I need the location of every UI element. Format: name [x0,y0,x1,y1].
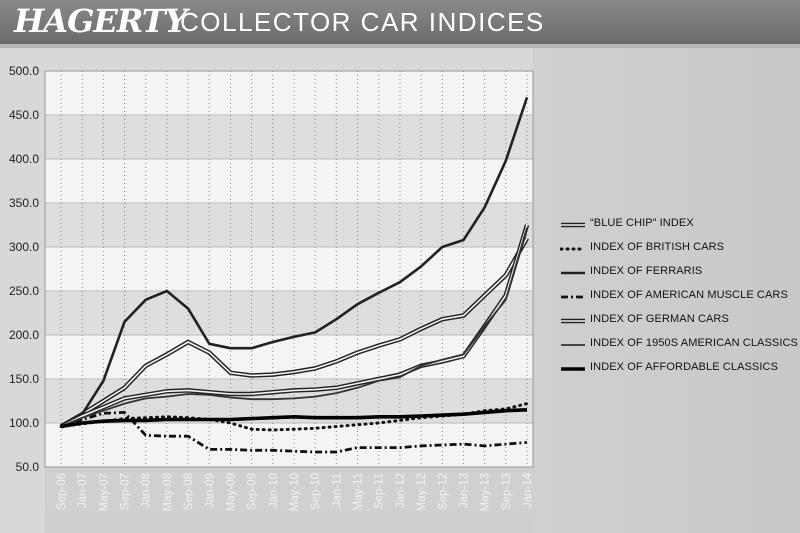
legend-item: INDEX OF GERMAN CARS [560,313,800,329]
series-line-6 [60,408,528,429]
x-tick-label: Sep-13 [501,473,513,510]
legend-label: INDEX OF 1950S AMERICAN CLASSICS [590,337,798,349]
x-tick-label: Jan-11 [331,473,343,507]
legend-item: INDEX OF BRITISH CARS [560,241,800,257]
x-tick-label: May-11 [353,473,365,511]
series-line-2 [60,96,529,428]
x-tick-label: May-09 [225,473,237,511]
x-tick-label: Sep-11 [374,473,386,509]
brand-logo: HAGERTY [14,2,187,40]
y-tick-label: 100.0 [9,416,39,430]
x-tick-label: Sep-08 [183,473,195,510]
y-tick-label: 350.0 [9,196,39,210]
legend-swatch [561,318,585,324]
legend-item: INDEX OF 1950S AMERICAN CLASSICS [560,337,800,353]
x-tick-label: May-10 [289,473,301,511]
y-tick-label: 500.0 [9,64,39,78]
x-tick-label: Sep-12 [437,473,449,510]
x-tick-label: Sep-06 [56,473,68,510]
legend-swatch [561,222,585,228]
y-tick-label: 450.0 [9,108,39,122]
band-1 [45,291,533,335]
legend-swatch [561,295,585,299]
y-tick-label: 400.0 [9,152,39,166]
band-3 [45,115,533,159]
chart-title: COLLECTOR CAR INDICES [180,7,545,37]
x-tick-label: Jan-13 [458,473,470,508]
x-tick-label: Jan-10 [268,473,280,508]
x-tick-label: May-07 [98,473,110,511]
legend-panel [533,48,800,533]
band-2 [45,203,533,247]
header-bar: HAGERTY COLLECTOR CAR INDICES [0,0,800,48]
legend-label: INDEX OF AMERICAN MUSCLE CARS [590,289,788,301]
x-tick-label: Sep-10 [310,473,322,510]
series-line-5 [60,227,528,428]
x-tick-label: Jan-14 [522,472,534,508]
x-tick-label: May-12 [416,473,428,511]
legend-swatch [561,367,585,371]
y-axis-panel [0,48,45,533]
x-tick-label: Sep-09 [247,473,259,510]
series-line-0 [60,237,528,428]
y-tick-label: 300.0 [9,240,39,254]
x-tick-label: Jan-08 [141,473,153,508]
legend-label: “BLUE CHIP” INDEX [590,217,694,229]
x-tick-label: May-13 [480,473,492,511]
y-tick-label: 150.0 [9,372,39,386]
legend-swatch [560,247,586,251]
x-tick-label: Jan-09 [204,473,216,508]
y-tick-label: 50.0 [16,460,40,474]
x-tick-label: Sep-07 [120,473,132,510]
legend-item: INDEX OF AMERICAN MUSCLE CARS [560,289,800,305]
legend-label: INDEX OF GERMAN CARS [590,313,729,325]
x-tick-label: Jan-12 [395,473,407,508]
legend-label: INDEX OF FERRARIS [590,265,703,277]
x-tick-label: Jan-07 [77,473,89,508]
legend-label: INDEX OF AFFORDABLE CLASSICS [590,361,779,373]
series-line-4 [60,224,528,428]
legend-swatch [561,344,585,346]
x-tick-label: May-08 [162,473,174,511]
series-line-3 [60,411,528,454]
plot-border [44,70,534,468]
y-tick-label: 200.0 [9,328,39,342]
legend-item: “BLUE CHIP” INDEX [560,217,800,233]
legend-item: INDEX OF FERRARIS [560,265,800,281]
y-tick-label: 250.0 [9,284,39,298]
legend-swatch [561,271,585,275]
legend-item: INDEX OF AFFORDABLE CLASSICS [560,361,800,377]
legend-label: INDEX OF BRITISH CARS [590,241,725,253]
